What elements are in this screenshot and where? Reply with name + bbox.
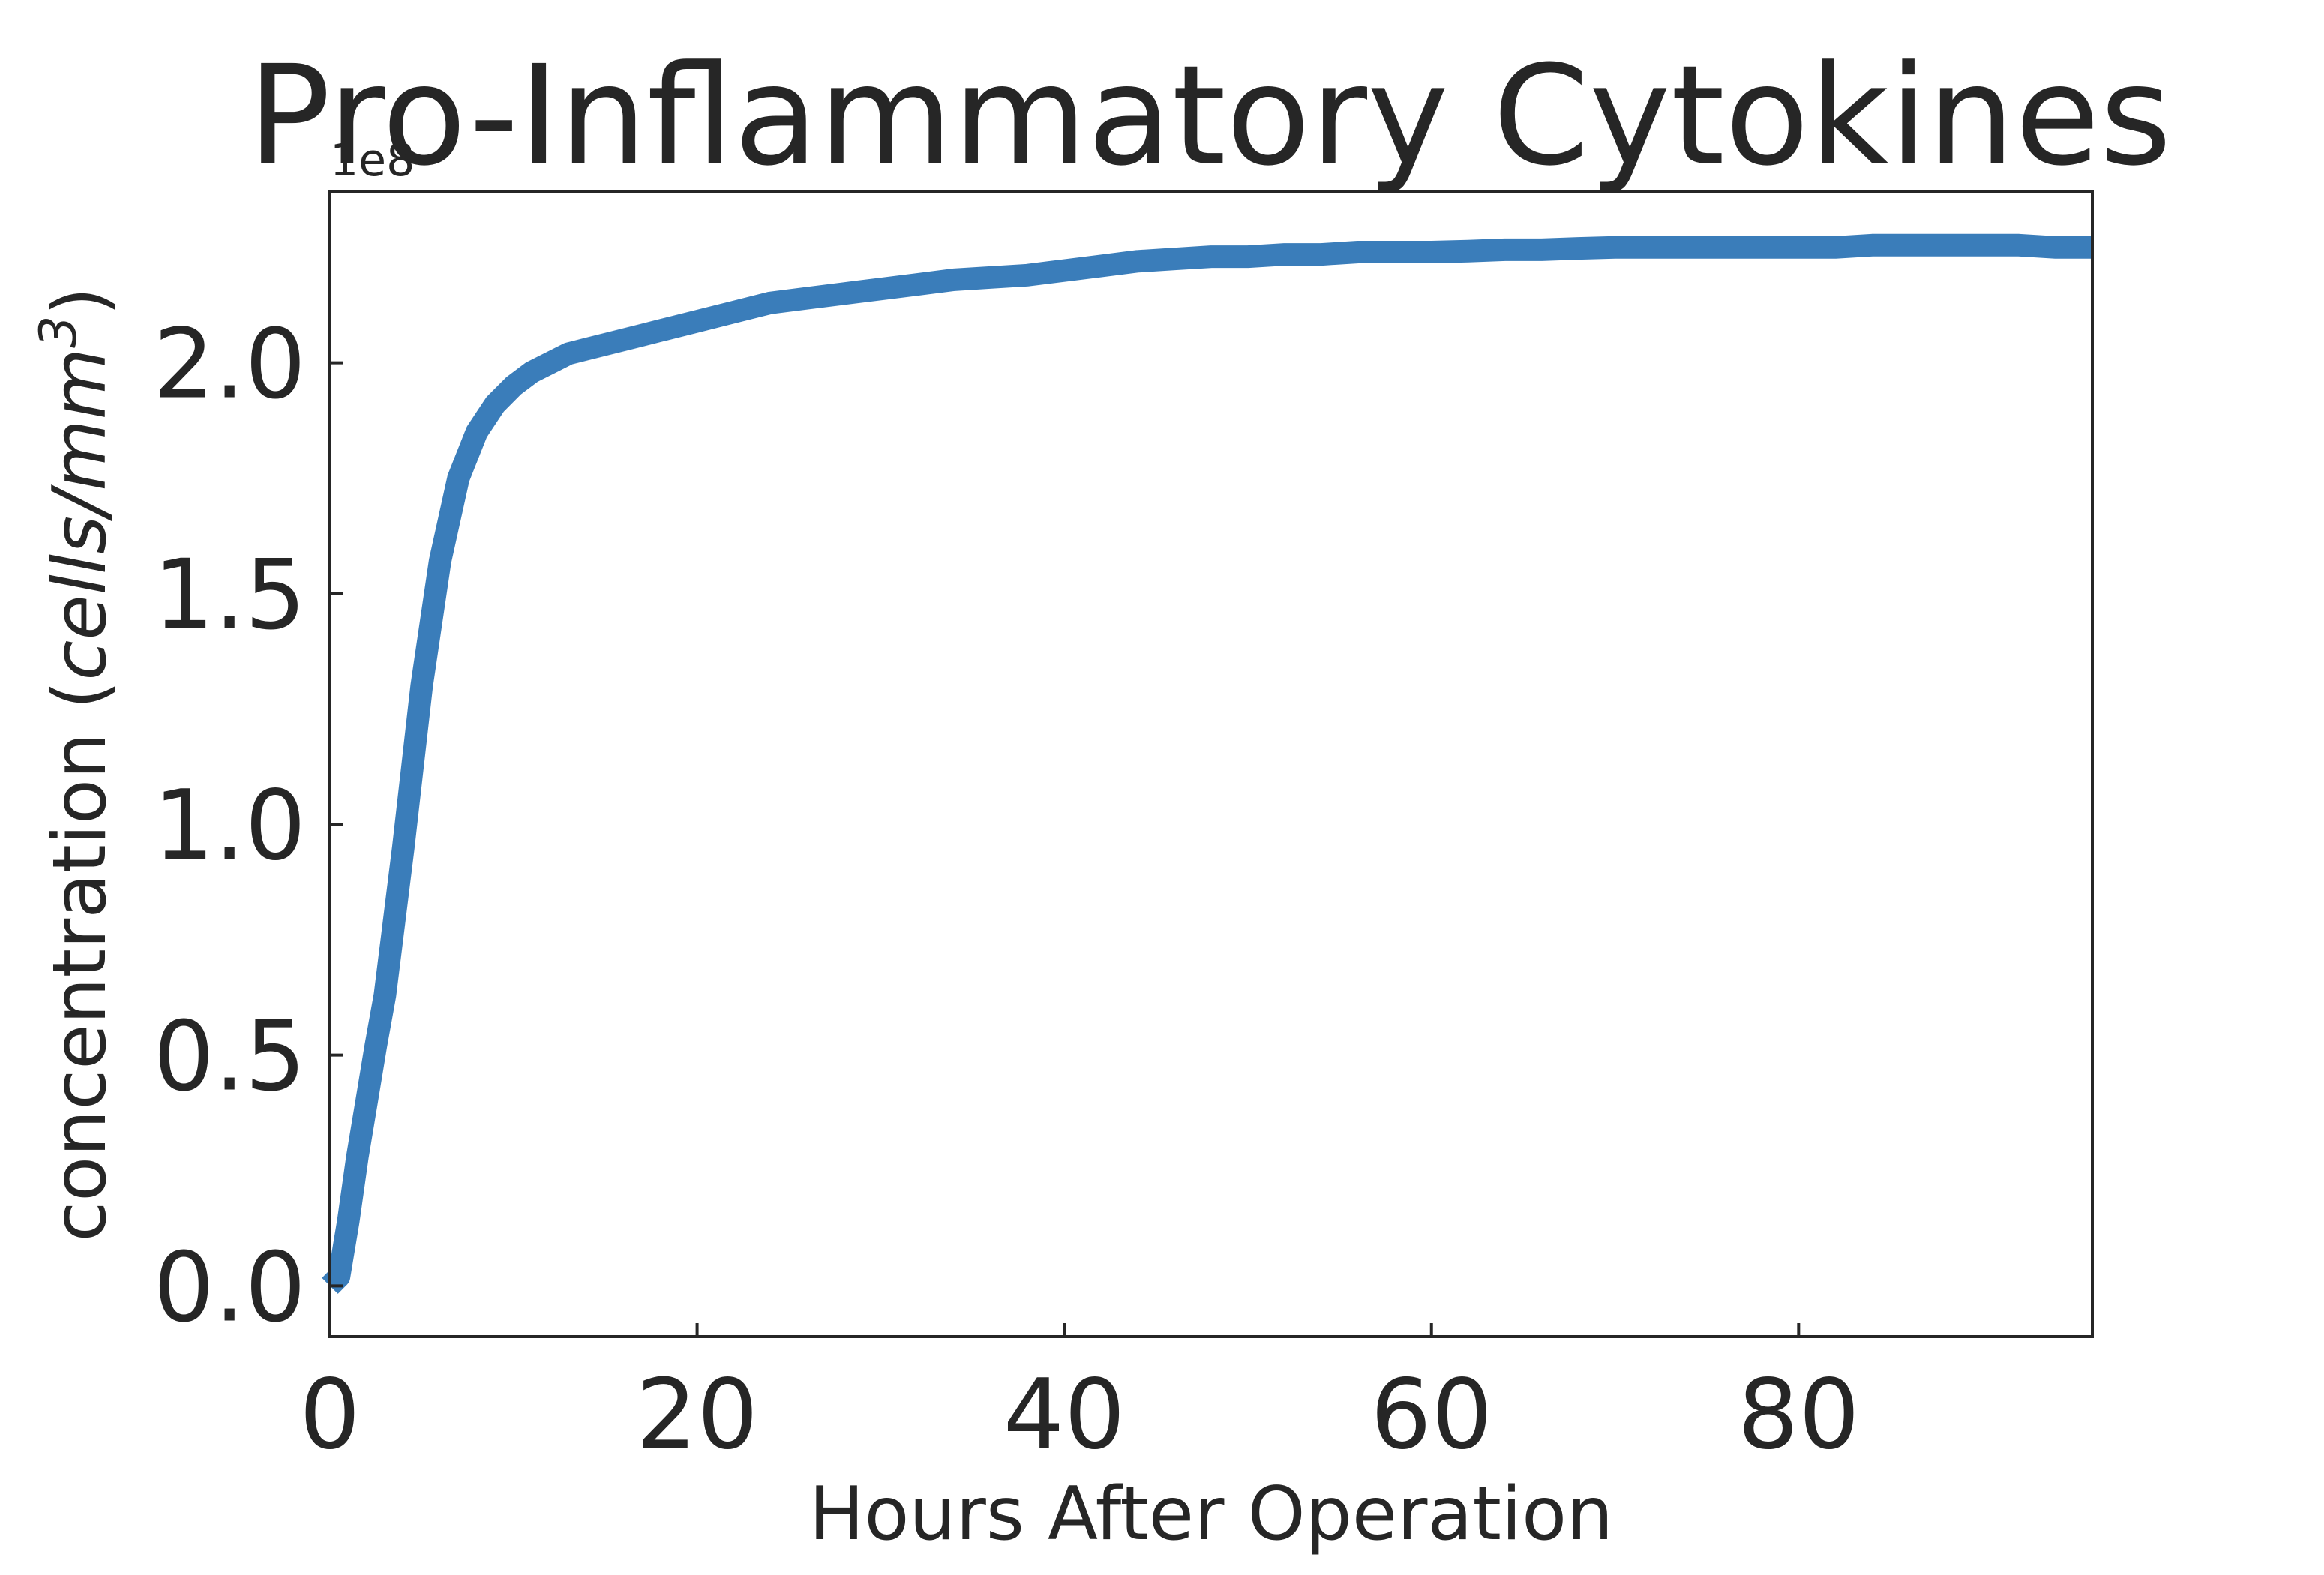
y-axis-ticks: 0.0 0.5 1.0 1.5 2.0 (153, 309, 343, 1343)
x-tick-label-4: 80 (1738, 1359, 1860, 1471)
series-line-0 (322, 233, 2092, 1294)
y-tick-label-2: 1.0 (153, 770, 306, 882)
chart-title: Pro-Inflammatory Cytokines (247, 36, 2172, 196)
x-axis-ticks: 0 20 40 60 80 (299, 1323, 1860, 1471)
x-tick-label-0: 0 (299, 1359, 360, 1471)
y-axis-label: concentration (cells/mm3) (29, 286, 124, 1241)
y-axis-label-suffix: ) (37, 286, 123, 315)
x-tick-label-2: 40 (1003, 1359, 1126, 1471)
x-tick-label-1: 20 (636, 1359, 758, 1471)
y-offset-label: 1e8 (330, 134, 415, 187)
x-tick-label-3: 60 (1370, 1359, 1492, 1471)
x-axis-label: Hours After Operation (809, 1472, 1613, 1557)
plot-area (322, 233, 2092, 1294)
y-tick-label-1: 0.5 (153, 1001, 306, 1113)
plot-frame (328, 190, 2094, 1338)
y-axis-label-prefix: concentration ( (37, 681, 123, 1242)
y-tick-label-4: 2.0 (153, 309, 306, 421)
y-tick-label-3: 1.5 (153, 539, 306, 651)
y-axis-label-unit: cells/mm (37, 348, 123, 681)
y-axis-label-superscript: 3 (29, 316, 88, 348)
y-tick-label-0: 0.0 (153, 1232, 306, 1343)
